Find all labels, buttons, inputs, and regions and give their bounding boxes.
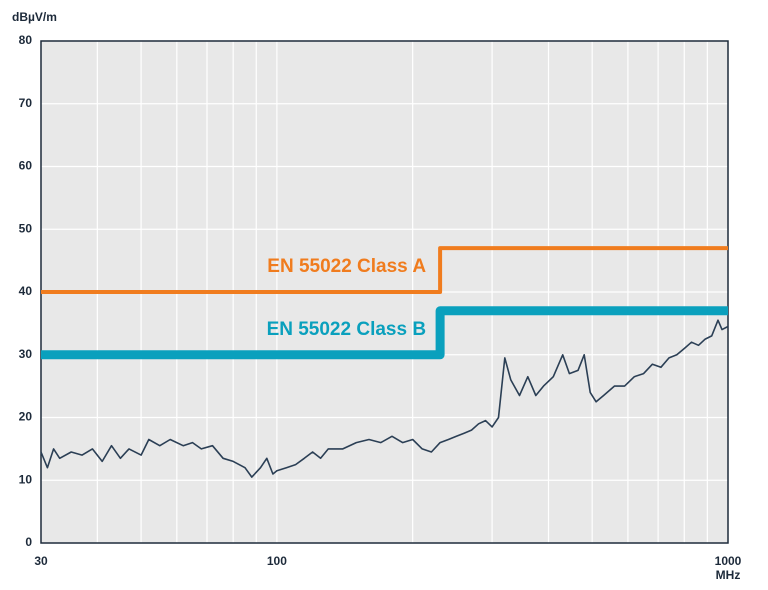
y-unit: dBµV/m [12, 10, 57, 24]
y-tick-label: 40 [19, 284, 33, 298]
series-label: EN 55022 Class A [267, 256, 426, 277]
y-tick-label: 20 [19, 410, 33, 424]
y-tick-label: 50 [19, 221, 33, 235]
series-label: EN 55022 Class B [267, 319, 427, 340]
x-tick-label: 100 [267, 554, 287, 568]
series-line [40, 319, 729, 478]
y-tick-label: 70 [19, 96, 33, 110]
x-tick-label: 1000 [715, 554, 742, 568]
y-tick-label: 80 [19, 33, 33, 47]
x-tick-label: 30 [34, 554, 48, 568]
series-line [41, 246, 728, 294]
y-tick-label: 30 [19, 347, 33, 361]
y-tick-label: 0 [25, 535, 32, 549]
x-unit: MHz [716, 568, 741, 582]
y-tick-label: 60 [19, 159, 33, 173]
y-tick-label: 10 [19, 472, 33, 486]
series-line [41, 306, 728, 360]
